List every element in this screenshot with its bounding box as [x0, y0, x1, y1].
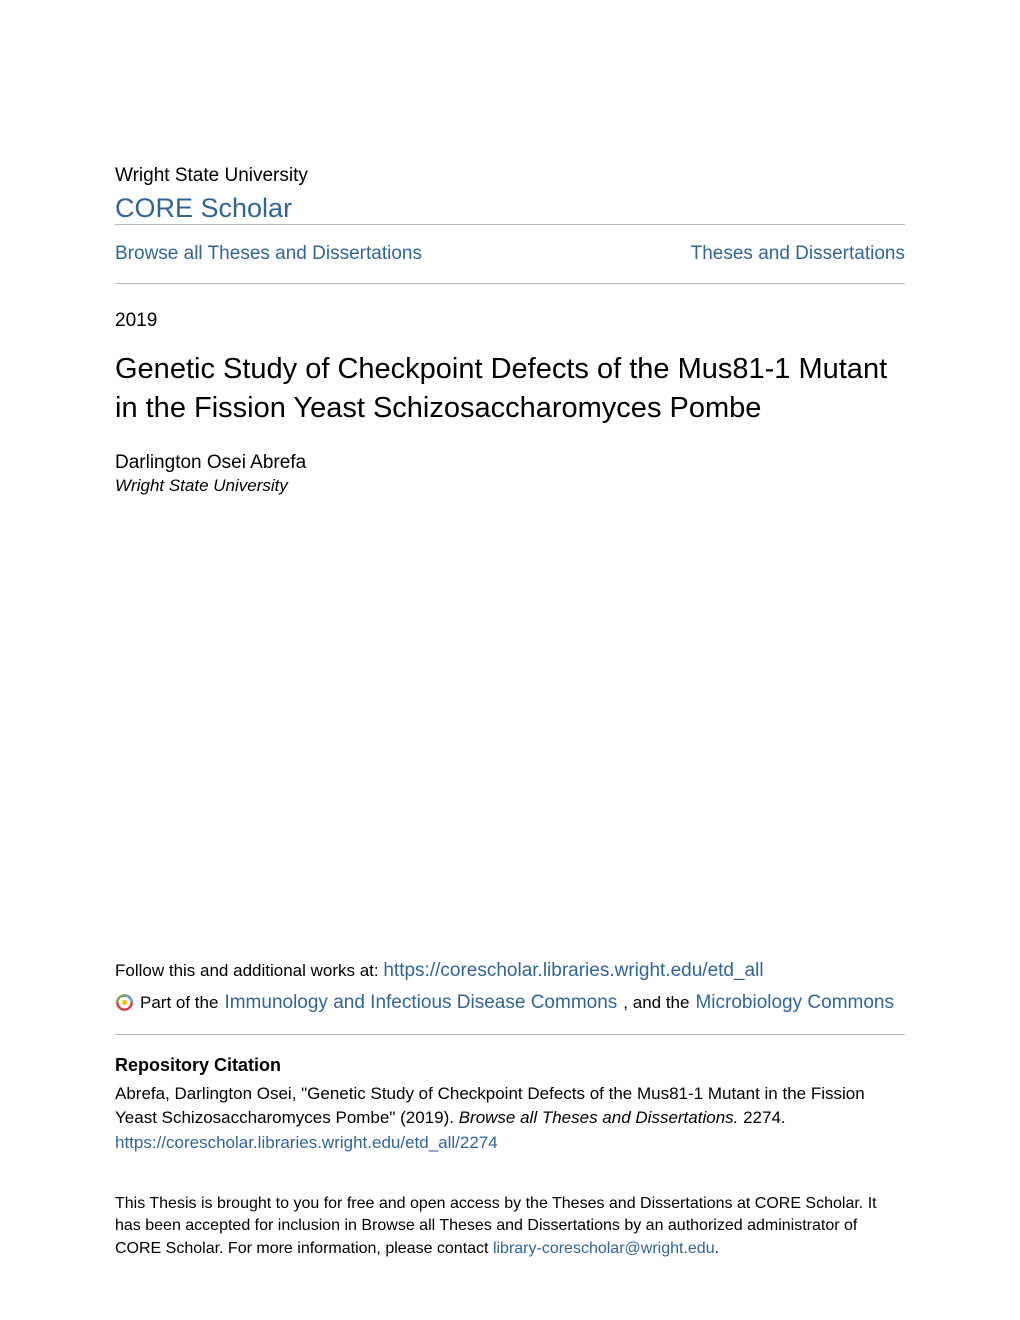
citation-post: 2274. — [743, 1108, 786, 1127]
footer-note: This Thesis is brought to you for free a… — [115, 1193, 905, 1260]
citation-series: Browse all Theses and Dissertations. — [459, 1108, 743, 1127]
citation-text: Abrefa, Darlington Osei, "Genetic Study … — [115, 1082, 905, 1131]
page-title: Genetic Study of Checkpoint Defects of t… — [115, 350, 905, 428]
browse-all-link[interactable]: Browse all Theses and Dissertations — [115, 243, 422, 265]
follow-prefix: Follow this and additional works at: — [115, 961, 383, 980]
footer-post: . — [715, 1240, 719, 1257]
part-of-joiner: , and the — [623, 993, 689, 1013]
publication-year: 2019 — [115, 310, 905, 332]
university-name: Wright State University — [115, 165, 905, 187]
network-commons-icon — [115, 993, 134, 1012]
repository-link[interactable]: CORE Scholar — [115, 193, 292, 223]
contact-email-link[interactable]: library-corescholar@wright.edu — [493, 1240, 715, 1257]
divider-citation — [115, 1034, 905, 1035]
part-of-prefix: Part of the — [140, 993, 218, 1013]
lower-block: Follow this and additional works at: htt… — [115, 960, 905, 1260]
theses-dissertations-link[interactable]: Theses and Dissertations — [691, 243, 905, 265]
author-name: Darlington Osei Abrefa — [115, 452, 905, 474]
part-of-line: Part of the Immunology and Infectious Di… — [115, 992, 905, 1014]
divider-bottom — [115, 283, 905, 284]
commons-link-1[interactable]: Immunology and Infectious Disease Common… — [224, 992, 617, 1014]
nav-row: Browse all Theses and Dissertations Thes… — [115, 225, 905, 283]
commons-link-2[interactable]: Microbiology Commons — [695, 992, 894, 1014]
follow-url-link[interactable]: https://corescholar.libraries.wright.edu… — [383, 960, 763, 981]
citation-heading: Repository Citation — [115, 1055, 905, 1076]
follow-line: Follow this and additional works at: htt… — [115, 960, 905, 982]
citation-url-link[interactable]: https://corescholar.libraries.wright.edu… — [115, 1133, 905, 1153]
author-affiliation: Wright State University — [115, 476, 905, 496]
